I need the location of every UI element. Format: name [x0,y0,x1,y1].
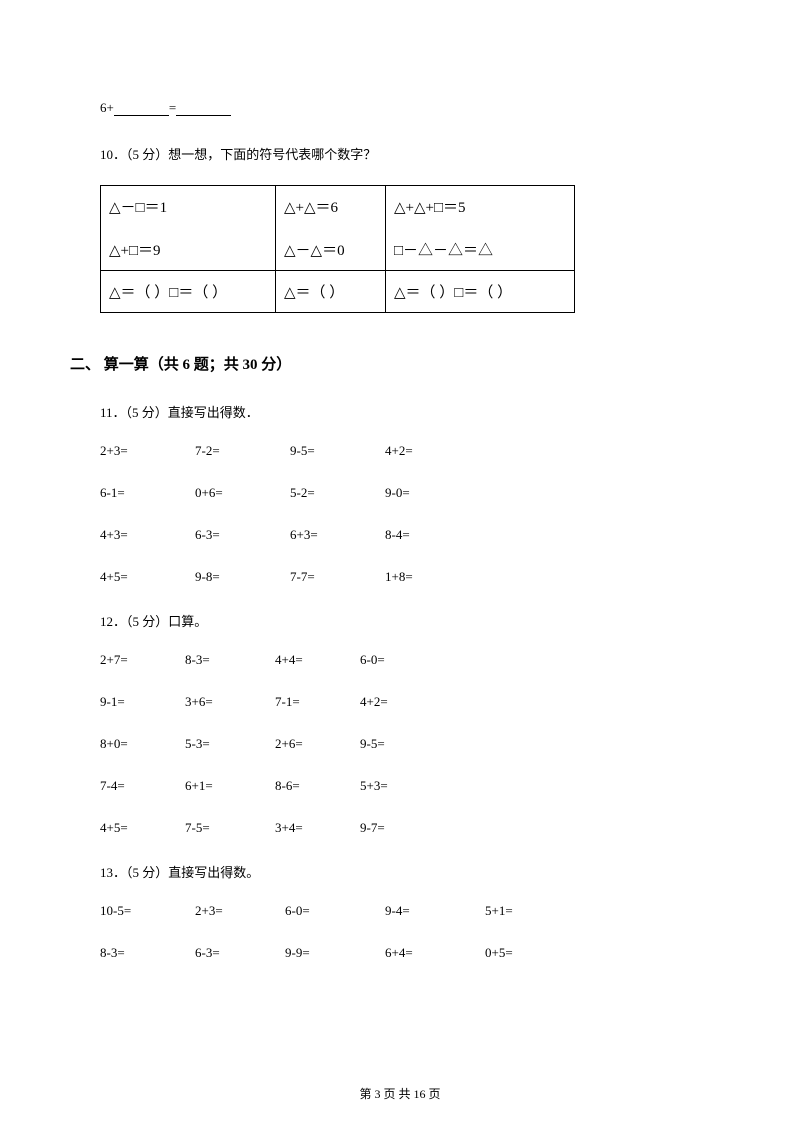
calc-row: 4+5= 7-5= 3+4= 9-7= [100,820,700,836]
q13-label: 13．（5 分）直接写出得数。 [100,862,700,881]
calc-row: 8+0= 5-3= 2+6= 9-5= [100,736,700,752]
table-cell: △＝（ ）□＝（ ） [101,271,276,313]
calc-item: 4+5= [100,820,185,836]
calc-item: 9-0= [385,485,480,501]
calc-item: 7-4= [100,778,185,794]
calc-item: 6-3= [195,945,285,961]
fill-prefix: 6+ [100,100,114,115]
calc-item: 5-2= [290,485,385,501]
calc-item: 9-1= [100,694,185,710]
calc-item: 4+3= [100,527,195,543]
calc-row: 6-1= 0+6= 5-2= 9-0= [100,485,700,501]
q11-label: 11．（5 分）直接写出得数． [100,402,700,421]
calc-item: 7-2= [195,443,290,459]
calc-item: 4+2= [385,443,480,459]
q12-grid: 2+7= 8-3= 4+4= 6-0= 9-1= 3+6= 7-1= 4+2= … [100,652,700,836]
calc-item: 6-0= [360,652,445,668]
table-cell: △+△+□＝5 [386,186,575,228]
calc-item: 5+1= [485,903,585,919]
calc-item: 9-5= [290,443,385,459]
calc-row: 7-4= 6+1= 8-6= 5+3= [100,778,700,794]
calc-item: 8-3= [185,652,275,668]
calc-item: 6-0= [285,903,385,919]
q11-grid: 2+3= 7-2= 9-5= 4+2= 6-1= 0+6= 5-2= 9-0= … [100,443,700,585]
calc-row: 2+3= 7-2= 9-5= 4+2= [100,443,700,459]
symbol-table: △－□＝1 △+△＝6 △+△+□＝5 △+□＝9 △－△＝0 □－△－△＝△ … [100,185,575,313]
calc-item: 10-5= [100,903,195,919]
calc-item: 4+4= [275,652,360,668]
calc-row: 9-1= 3+6= 7-1= 4+2= [100,694,700,710]
table-cell: △－□＝1 [101,186,276,228]
calc-item: 2+7= [100,652,185,668]
page-footer: 第 3 页 共 16 页 [0,1085,800,1102]
calc-item: 9-5= [360,736,445,752]
table-cell: △+△＝6 [276,186,386,228]
calc-row: 4+5= 9-8= 7-7= 1+8= [100,569,700,585]
table-cell: □－△－△＝△ [386,227,575,271]
calc-item: 5+3= [360,778,445,794]
fill-equals: = [169,100,176,115]
calc-item: 5-3= [185,736,275,752]
calc-row: 2+7= 8-3= 4+4= 6-0= [100,652,700,668]
table-cell: △＝（ ） [276,271,386,313]
calc-item: 7-1= [275,694,360,710]
table-cell: △＝（ ）□＝（ ） [386,271,575,313]
q12-label: 12．（5 分）口算。 [100,611,700,630]
q10-label: 10．（5 分）想一想，下面的符号代表哪个数字？ [100,144,700,163]
fill-blank-equation: 6+ = [100,100,700,116]
calc-item: 3+4= [275,820,360,836]
calc-item: 3+6= [185,694,275,710]
calc-item: 7-7= [290,569,385,585]
calc-item: 9-9= [285,945,385,961]
calc-item: 6+3= [290,527,385,543]
q13-grid: 10-5= 2+3= 6-0= 9-4= 5+1= 8-3= 6-3= 9-9=… [100,903,700,961]
calc-item: 0+5= [485,945,585,961]
calc-item: 8-3= [100,945,195,961]
calc-item: 9-7= [360,820,445,836]
calc-item: 0+6= [195,485,290,501]
calc-item: 8-4= [385,527,480,543]
calc-row: 8-3= 6-3= 9-9= 6+4= 0+5= [100,945,700,961]
section-2-header: 二、 算一算（共 6 题；共 30 分） [70,353,700,374]
calc-item: 9-4= [385,903,485,919]
calc-item: 9-8= [195,569,290,585]
calc-item: 7-5= [185,820,275,836]
calc-item: 1+8= [385,569,480,585]
calc-row: 4+3= 6-3= 6+3= 8-4= [100,527,700,543]
blank-2 [176,102,231,116]
calc-row: 10-5= 2+3= 6-0= 9-4= 5+1= [100,903,700,919]
calc-item: 6-1= [100,485,195,501]
calc-item: 8-6= [275,778,360,794]
table-cell: △+□＝9 [101,227,276,271]
calc-item: 2+3= [100,443,195,459]
calc-item: 2+6= [275,736,360,752]
calc-item: 2+3= [195,903,285,919]
calc-item: 6+4= [385,945,485,961]
calc-item: 4+5= [100,569,195,585]
calc-item: 6+1= [185,778,275,794]
blank-1 [114,102,169,116]
calc-item: 4+2= [360,694,445,710]
table-cell: △－△＝0 [276,227,386,271]
calc-item: 8+0= [100,736,185,752]
calc-item: 6-3= [195,527,290,543]
